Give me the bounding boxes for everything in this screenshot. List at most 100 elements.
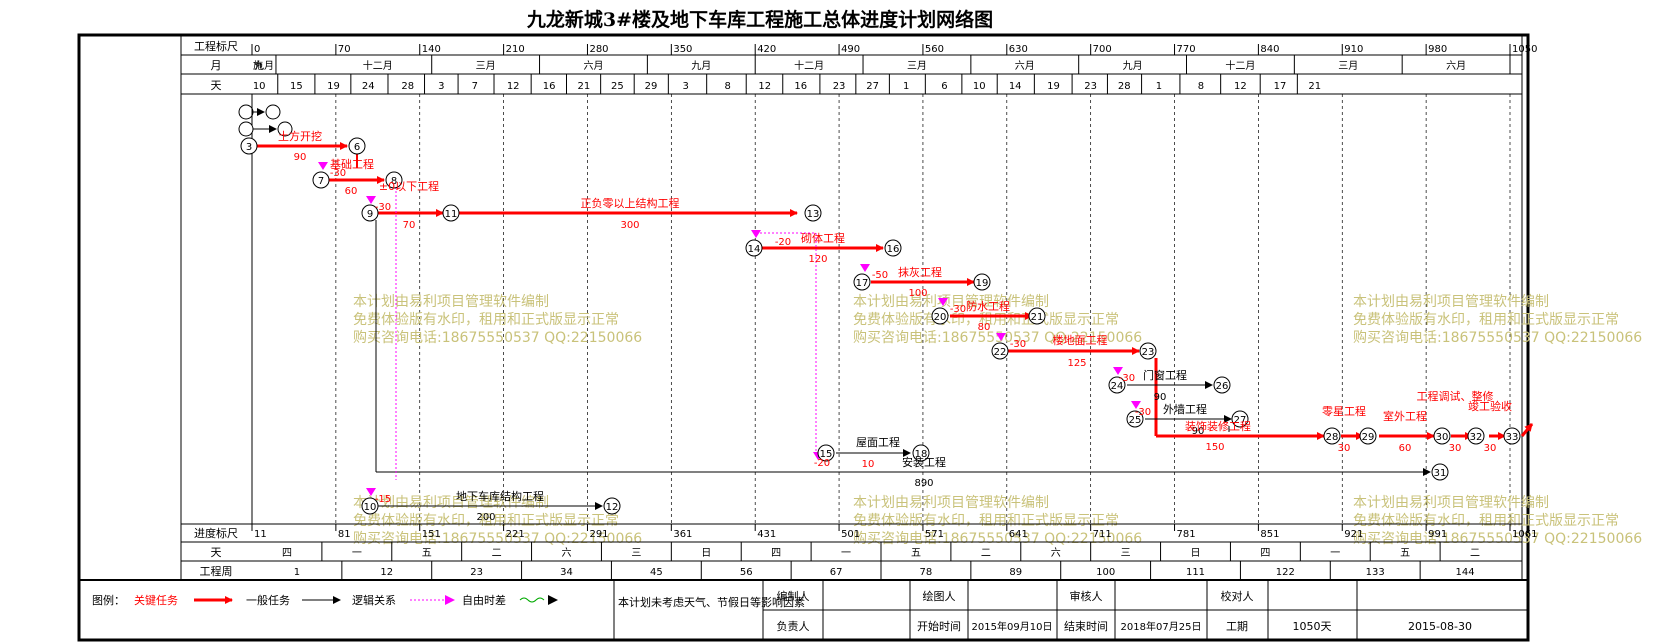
weekday-label: 一 [352,548,362,559]
day-label: 17 [1274,81,1287,92]
task-duration: 125 [1067,358,1086,369]
weekday-label: 一 [841,548,851,559]
node-label: 23 [1142,347,1155,358]
progress-scale-label: 81 [338,529,351,540]
day-label: 21 [578,81,591,92]
checker-label: 校对人 [1221,589,1254,603]
month-label: 三月 [476,60,496,72]
week-row-label: 工程周 [200,565,233,578]
watermark-text: 购买咨询电话:18675550537 QQ:22150066 [853,330,1142,346]
task-name: ±0以下工程 [379,180,439,193]
day-label: 1 [903,81,909,92]
progress-scale-label: 11 [254,529,267,540]
day-label: 19 [327,81,340,92]
progress-scale-label: 431 [757,529,776,540]
node-4 [265,104,281,120]
day-label: 19 [1047,81,1060,92]
task-name: 竣工验收 [1468,399,1512,413]
task-name: 防水工程 [966,299,1010,313]
progress-scale-label: 851 [1260,529,1279,540]
day-label: 23 [1084,81,1097,92]
weekday-label: 一 [1330,548,1340,559]
progress-scale-label: 291 [589,529,608,540]
day-label: 16 [794,81,807,92]
lag-label: -30 [330,168,346,179]
scale-tick-label: 280 [589,44,608,55]
lag-label: -50 [872,270,888,281]
node-14 [745,239,763,257]
task-name: 楼地面工程 [1053,333,1108,347]
lag-label: -20 [814,458,830,469]
legend-label: 图例： [92,593,125,607]
week-label: 34 [560,567,573,578]
end-label: 结束时间 [1064,620,1108,633]
weekday-label: 六 [1051,547,1061,559]
node-label: 30 [1436,432,1449,443]
task-duration: 90 [294,152,307,163]
month-label: 三月 [907,60,927,72]
week-label: 56 [740,567,753,578]
progress-scale-label: 1061 [1512,529,1537,540]
node-label: 10 [364,502,377,513]
manager-label: 负责人 [777,619,810,633]
node-label: 17 [856,278,869,289]
node-label: 11 [445,209,458,220]
weekday-label: 日 [1191,548,1201,559]
weekday-label: 二 [1470,548,1480,559]
day-label: 14 [1009,81,1022,92]
task-name: 装饰装修工程 [1185,419,1251,433]
day-label: 10 [973,81,986,92]
task-duration: 30 [1338,443,1351,454]
watermark-text: 购买咨询电话:18675550537 QQ:22150066 [853,531,1142,547]
node-20 [931,307,949,325]
period-label: 工期 [1226,620,1248,633]
node-32 [1467,427,1485,445]
legend-float-text: 自由时差 [462,593,506,607]
node-label: 18 [915,449,928,460]
legend-wave-arrow [548,595,558,605]
task-duration: 30 [1449,443,1462,454]
watermark-text: 本计划由易利项目管理软件编制 [1353,495,1549,511]
task-name: 基础工程 [330,158,374,171]
day-label: 7 [472,81,478,92]
weekday-label: 五 [911,548,921,559]
watermark-text: 免费体验版有水印，租用和正式版显示正常 [853,513,1119,529]
task-name: 抹灰工程 [898,265,942,279]
week-label: 111 [1186,567,1205,578]
scale-tick-label: 490 [841,44,860,55]
legend-critical-text: 关键任务 [134,593,178,607]
weekday-label: 五 [422,548,432,559]
compiler-label: 编制人 [777,589,810,603]
week-label: 67 [830,567,843,578]
node-2 [238,121,254,137]
scale-tick-label: 70 [338,44,351,55]
task-duration: 120 [808,254,827,265]
weekday-label: 日 [701,548,711,559]
weekday-label: 二 [981,548,991,559]
node-13 [804,204,822,222]
node-label: 16 [887,244,900,255]
task-duration: 80 [978,322,991,333]
watermark-text: 本计划由易利项目管理软件编制 [353,495,549,511]
watermark-text: 本计划由易利项目管理软件编制 [1353,294,1549,310]
task-duration: 150 [1205,442,1224,453]
node-16 [884,239,902,257]
node-label: 32 [1470,432,1483,443]
lag-label: -15 [375,494,391,505]
node-5 [277,121,293,137]
plan-note-line1: 本计划未考虑天气、节假日等影响因素 [618,595,805,609]
month-label: 十二月 [1225,59,1255,72]
lag-label: -20 [775,237,791,248]
node-label: 33 [1506,432,1519,443]
day-label: 6 [941,81,947,92]
node-33 [1503,427,1521,445]
day-label: 16 [543,81,556,92]
legend: 图例： 关键任务 一般任务 逻辑关系 自由时差 [92,593,558,607]
day-label: 27 [866,81,879,92]
day-label: 25 [611,81,624,92]
task-name: 土方开挖 [278,129,322,143]
progress-scale-label: 991 [1428,529,1447,540]
node-31 [1431,463,1449,481]
task-name: 外墙工程 [1163,402,1207,416]
